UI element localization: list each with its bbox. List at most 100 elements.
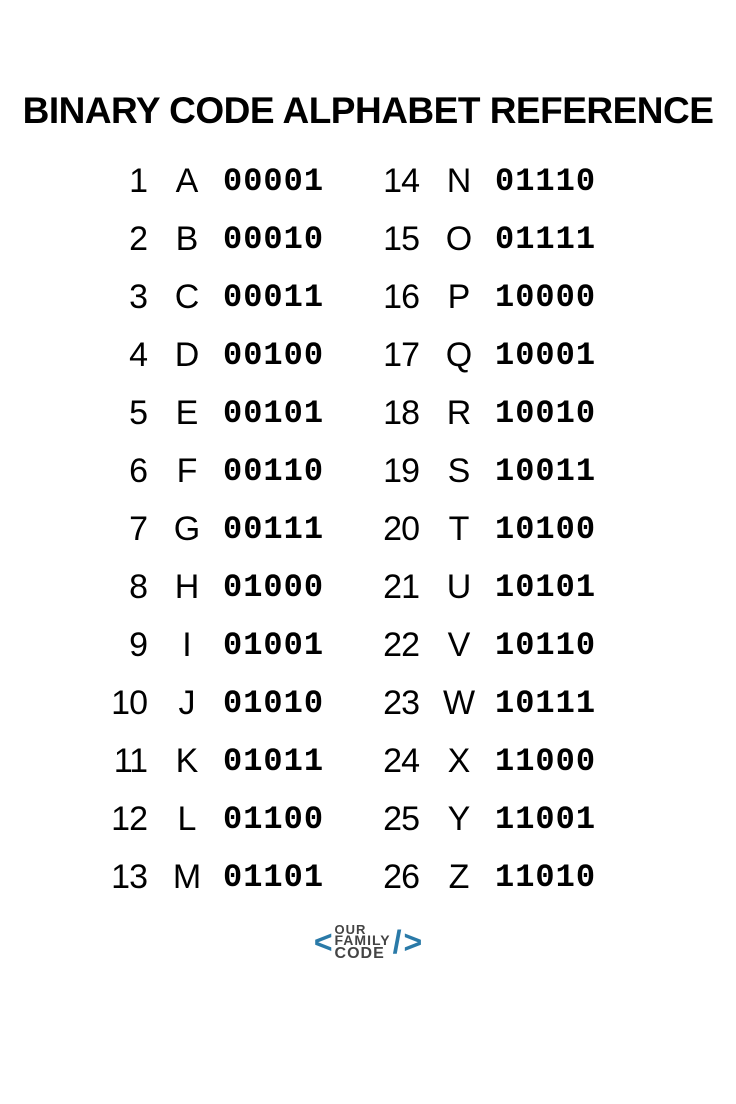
table-row: 3C00011 [105,268,359,326]
site-logo: < OUR FAMILY CODE / > [314,924,422,961]
row-letter: I [165,626,209,665]
row-letter: E [165,394,209,433]
row-number: 16 [377,278,437,317]
logo-line-3: CODE [335,947,391,961]
table-column-right: 14N0111015O0111116P1000017Q1000118R10010… [377,152,631,906]
row-binary: 01111 [481,221,631,258]
row-number: 17 [377,336,437,375]
table-row: 12L01100 [105,790,359,848]
row-binary: 01110 [481,163,631,200]
row-number: 22 [377,626,437,665]
row-number: 9 [105,626,165,665]
page-title: BINARY CODE ALPHABET REFERENCE [23,90,714,132]
table-row: 1A00001 [105,152,359,210]
row-binary: 10011 [481,453,631,490]
row-binary: 00101 [209,395,359,432]
table-column-left: 1A000012B000103C000114D001005E001016F001… [105,152,359,906]
row-letter: U [437,568,481,607]
row-letter: L [165,800,209,839]
row-binary: 01000 [209,569,359,606]
row-binary: 00100 [209,337,359,374]
row-letter: O [437,220,481,259]
row-letter: R [437,394,481,433]
row-number: 3 [105,278,165,317]
row-number: 12 [105,800,165,839]
row-letter: Z [437,858,481,897]
table-row: 19S10011 [377,442,631,500]
table-row: 9I01001 [105,616,359,674]
table-row: 2B00010 [105,210,359,268]
row-binary: 10001 [481,337,631,374]
row-binary: 10101 [481,569,631,606]
row-binary: 10000 [481,279,631,316]
row-number: 6 [105,452,165,491]
table-row: 23W10111 [377,674,631,732]
row-binary: 00110 [209,453,359,490]
table-row: 11K01011 [105,732,359,790]
bracket-slash-icon: / [393,924,402,961]
row-number: 4 [105,336,165,375]
row-binary: 01010 [209,685,359,722]
row-letter: A [165,162,209,201]
row-binary: 01011 [209,743,359,780]
table-row: 25Y11001 [377,790,631,848]
alphabet-table: 1A000012B000103C000114D001005E001016F001… [105,152,631,906]
row-binary: 11001 [481,801,631,838]
row-letter: Y [437,800,481,839]
row-letter: M [165,858,209,897]
row-number: 20 [377,510,437,549]
table-row: 15O01111 [377,210,631,268]
table-row: 18R10010 [377,384,631,442]
row-letter: D [165,336,209,375]
row-binary: 00011 [209,279,359,316]
logo-text: OUR FAMILY CODE [335,924,391,961]
row-number: 8 [105,568,165,607]
bracket-close-icon: > [403,924,422,961]
row-binary: 10110 [481,627,631,664]
row-letter: Q [437,336,481,375]
row-letter: G [165,510,209,549]
row-number: 5 [105,394,165,433]
table-row: 26Z11010 [377,848,631,906]
table-row: 10J01010 [105,674,359,732]
row-letter: N [437,162,481,201]
row-letter: K [165,742,209,781]
table-row: 13M01101 [105,848,359,906]
row-number: 2 [105,220,165,259]
row-binary: 01001 [209,627,359,664]
row-binary: 10111 [481,685,631,722]
table-row: 8H01000 [105,558,359,616]
row-number: 13 [105,858,165,897]
table-row: 14N01110 [377,152,631,210]
row-letter: V [437,626,481,665]
table-row: 17Q10001 [377,326,631,384]
row-letter: H [165,568,209,607]
row-binary: 11010 [481,859,631,896]
row-binary: 00001 [209,163,359,200]
row-letter: C [165,278,209,317]
row-number: 25 [377,800,437,839]
row-number: 21 [377,568,437,607]
row-number: 11 [105,742,165,781]
row-number: 10 [105,684,165,723]
table-row: 21U10101 [377,558,631,616]
row-binary: 00111 [209,511,359,548]
bracket-open-icon: < [314,924,333,961]
row-number: 23 [377,684,437,723]
row-binary: 11000 [481,743,631,780]
row-letter: J [165,684,209,723]
row-number: 15 [377,220,437,259]
row-number: 18 [377,394,437,433]
table-row: 5E00101 [105,384,359,442]
row-number: 19 [377,452,437,491]
row-binary: 01101 [209,859,359,896]
table-row: 24X11000 [377,732,631,790]
table-row: 22V10110 [377,616,631,674]
row-binary: 10010 [481,395,631,432]
row-binary: 00010 [209,221,359,258]
row-number: 7 [105,510,165,549]
row-number: 1 [105,162,165,201]
row-binary: 10100 [481,511,631,548]
row-letter: B [165,220,209,259]
row-binary: 01100 [209,801,359,838]
